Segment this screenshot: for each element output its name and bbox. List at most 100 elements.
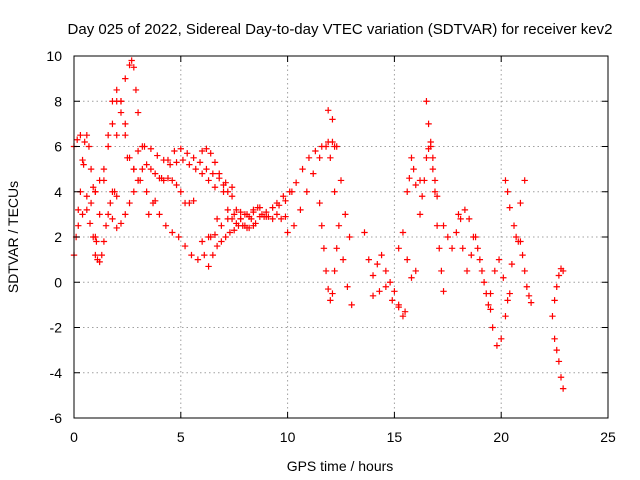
data-point (418, 193, 426, 200)
data-point (346, 233, 353, 241)
data-point (376, 288, 383, 295)
data-point (213, 242, 221, 250)
data-point (504, 188, 511, 195)
data-point (491, 267, 498, 275)
series-track-j (145, 145, 236, 218)
series-track-ae (549, 312, 567, 392)
data-point (297, 206, 304, 214)
data-point (141, 143, 148, 150)
data-point (312, 147, 319, 155)
data-point (324, 285, 332, 293)
chart-title: Day 025 of 2022, Sidereal Day-to-day VTE… (68, 21, 613, 38)
data-point (177, 188, 184, 195)
data-point (333, 143, 340, 150)
data-point (344, 283, 351, 290)
series-track-u (369, 283, 409, 315)
data-point (553, 283, 560, 290)
data-point (211, 184, 219, 191)
data-point (134, 109, 142, 116)
data-point (117, 98, 125, 105)
data-point (75, 206, 82, 214)
data-point (404, 188, 411, 195)
data-point (109, 120, 116, 128)
x-axis-label: GPS time / hours (287, 458, 394, 474)
data-point (457, 215, 464, 223)
data-point (104, 131, 112, 139)
data-point (207, 150, 214, 157)
data-point (154, 152, 161, 159)
data-point (209, 170, 217, 177)
data-point (555, 358, 563, 365)
data-point (429, 165, 437, 173)
data-point (365, 256, 372, 263)
data-point (453, 229, 460, 236)
data-point (322, 143, 330, 150)
data-point (440, 222, 447, 229)
data-point (218, 238, 225, 245)
data-point (93, 238, 100, 245)
data-point (130, 165, 138, 173)
data-point (423, 98, 430, 105)
data-point (196, 159, 204, 166)
data-point (299, 165, 306, 173)
data-point (104, 211, 112, 218)
data-point (173, 181, 180, 189)
x-axis-ticks: 0 5 10 15 20 25 (70, 56, 616, 445)
data-point (269, 204, 276, 211)
data-point (374, 260, 381, 268)
data-point (461, 206, 469, 214)
data-point (107, 199, 114, 207)
data-point (510, 222, 518, 229)
data-point (220, 188, 227, 195)
data-point (527, 299, 535, 306)
data-point (378, 251, 385, 259)
data-point (335, 222, 343, 229)
data-point (476, 256, 484, 263)
data-point (331, 267, 338, 275)
data-point (324, 107, 332, 114)
grid-lines (74, 56, 608, 418)
data-point (386, 279, 394, 286)
data-point (122, 131, 129, 139)
series-track-z (440, 206, 494, 313)
data-point (339, 256, 347, 263)
data-point (468, 251, 475, 259)
data-point (472, 233, 479, 241)
series-track-b (70, 131, 100, 245)
series-track-aa (455, 211, 513, 349)
series-track-e (92, 188, 120, 266)
data-point (305, 154, 313, 162)
data-point (553, 346, 560, 354)
data-point (87, 199, 95, 207)
data-point (122, 120, 129, 128)
data-point (487, 306, 494, 313)
data-point (220, 181, 227, 189)
data-point (429, 154, 437, 162)
data-point (559, 267, 567, 275)
data-point (209, 251, 217, 259)
data-point (205, 263, 212, 270)
data-point (282, 197, 289, 204)
series-track-ad (517, 238, 535, 306)
data-point (205, 177, 212, 184)
data-point (190, 154, 197, 162)
data-point (134, 147, 142, 155)
data-point (132, 86, 140, 94)
data-point (186, 199, 193, 207)
data-point (74, 136, 81, 143)
data-point (147, 145, 155, 152)
data-point (109, 98, 116, 105)
data-point (92, 188, 99, 195)
data-point (169, 229, 176, 236)
data-point (521, 177, 528, 184)
data-point (100, 238, 108, 245)
data-point (416, 211, 424, 218)
y-tick-label: 10 (46, 48, 62, 64)
series-track-i (134, 143, 219, 191)
data-point (92, 233, 99, 241)
series-track-a (70, 131, 99, 259)
data-point (83, 131, 91, 139)
data-point (525, 292, 533, 300)
series-track-n (220, 188, 270, 227)
